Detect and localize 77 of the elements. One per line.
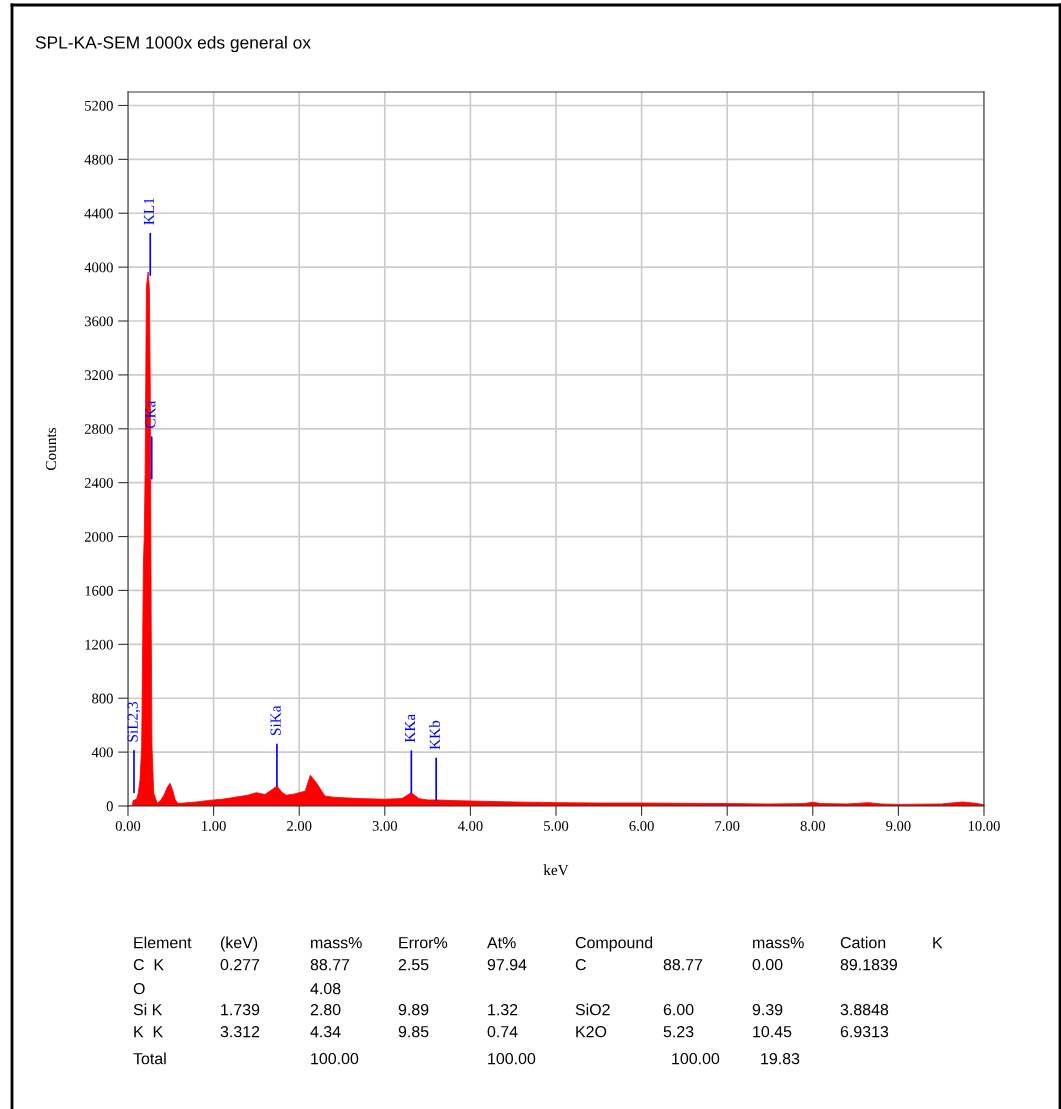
y-tick-label: 1600 xyxy=(85,585,113,596)
x-tick-label: 0.00 xyxy=(115,821,141,831)
text: 1.739 xyxy=(221,1003,260,1016)
y-axis-title: Counts xyxy=(45,427,57,471)
text: 100.00 xyxy=(311,1052,359,1065)
text: 1.32 xyxy=(488,1003,518,1016)
y-tick-label: 2400 xyxy=(84,478,113,488)
text: 2.80 xyxy=(310,1003,341,1016)
annotation: KKb xyxy=(429,720,440,750)
y-tick-label: 400 xyxy=(91,747,113,758)
y-tick-label: 4400 xyxy=(84,208,113,219)
text: 2.55 xyxy=(398,958,429,971)
text: C xyxy=(575,958,586,971)
text: 9.39 xyxy=(752,1003,783,1016)
text: 4.08 xyxy=(310,982,341,995)
text: 89.1839 xyxy=(840,958,897,971)
y-tick-label: 4000 xyxy=(84,262,113,273)
text: mass% xyxy=(311,937,362,949)
annotation: KKa xyxy=(405,714,416,743)
y-tick-label: 4800 xyxy=(84,154,113,165)
x-tick-label: 10.00 xyxy=(968,821,1000,831)
annotation: SiL2,3 xyxy=(127,701,141,742)
y-tick-label: 1200 xyxy=(85,639,113,650)
text: 10.45 xyxy=(753,1025,792,1038)
annotation: SiKa xyxy=(270,705,281,736)
text: Compound xyxy=(575,936,653,952)
text: 100.00 xyxy=(672,1052,720,1065)
text: Cation xyxy=(840,936,886,949)
x-tick-label: 9.00 xyxy=(886,821,911,831)
text: 5.23 xyxy=(663,1025,694,1038)
text: Total xyxy=(133,1052,166,1065)
x-tick-label: 1.00 xyxy=(202,821,226,831)
text: 88.77 xyxy=(310,958,350,971)
text: 9.85 xyxy=(398,1025,429,1038)
text: mass% xyxy=(753,937,804,949)
text: 88.77 xyxy=(663,958,703,971)
x-axis-title: keV xyxy=(543,864,569,876)
text: O xyxy=(133,982,145,995)
text: Element xyxy=(134,936,192,949)
text: K K xyxy=(134,1026,163,1038)
text: K2O xyxy=(576,1025,607,1038)
x-tick-label: 2.00 xyxy=(287,821,312,831)
text: 6.00 xyxy=(663,1003,694,1016)
y-tick-label: 3600 xyxy=(84,316,113,327)
text: 3.8848 xyxy=(840,1003,889,1016)
text: 19.83 xyxy=(761,1052,800,1065)
text: 9.89 xyxy=(398,1003,429,1016)
text: 100.00 xyxy=(488,1052,536,1065)
y-tick-label: 2800 xyxy=(84,424,113,434)
text: 3.312 xyxy=(220,1025,260,1038)
x-tick-label: 3.00 xyxy=(372,821,397,831)
annotation: KL1 xyxy=(143,198,154,225)
y-tick-label: 2000 xyxy=(84,531,113,542)
chart-title: SPL-KA-SEM 1000x eds general ox xyxy=(35,35,311,53)
text: SiO2 xyxy=(575,1003,610,1016)
text: K xyxy=(933,937,943,949)
x-tick-label: 7.00 xyxy=(715,821,740,831)
text: Error% xyxy=(399,937,448,949)
y-tick-label: 5200 xyxy=(85,100,113,111)
text: 0.74 xyxy=(487,1025,518,1038)
x-tick-label: 6.00 xyxy=(629,821,654,831)
x-tick-label: 4.00 xyxy=(457,821,483,831)
text: 4.34 xyxy=(310,1025,341,1038)
text: 0.00 xyxy=(752,958,783,971)
y-tick-label: 800 xyxy=(92,693,113,704)
text: Si K xyxy=(133,1003,163,1016)
text: 97.94 xyxy=(487,958,527,971)
x-tick-label: 8.00 xyxy=(800,821,825,831)
text: At% xyxy=(487,937,516,949)
text: (keV) xyxy=(220,936,258,952)
text: C K xyxy=(133,958,164,971)
text: 0.277 xyxy=(220,958,260,971)
y-tick-label: 3200 xyxy=(84,370,113,381)
x-tick-label: 5.00 xyxy=(544,821,569,831)
y-tick-label: 0 xyxy=(106,801,113,812)
annotation: CKa xyxy=(145,400,156,429)
text: 6.9313 xyxy=(840,1025,889,1038)
